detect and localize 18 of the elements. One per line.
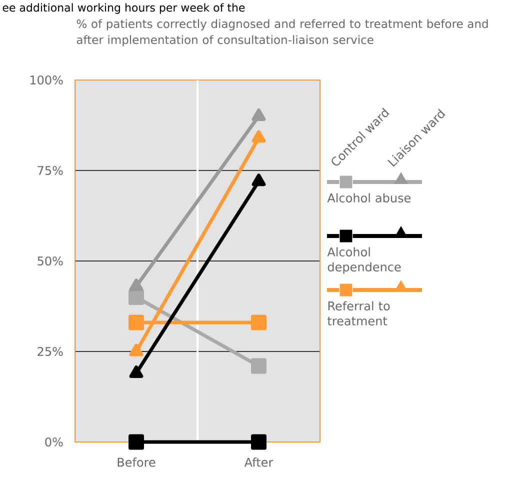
point: [128, 314, 144, 330]
legend-label: Alcohol abuse: [327, 193, 411, 202]
y-tick-label: 25%: [38, 346, 63, 356]
y-tick-label: 75%: [38, 166, 63, 176]
point: [128, 434, 144, 450]
chart-title: % of patients correctly diagnosed and referred to treatment before and after implementation of consultation-liaison service: [76, 19, 488, 46]
point: [251, 358, 266, 374]
x-tick-label: After: [244, 458, 274, 467]
y-tick-label: 0%: [45, 437, 63, 447]
legend-label: Alcohol dependence: [327, 247, 401, 274]
point: [251, 434, 266, 450]
point: [128, 289, 144, 305]
y-tick-label: 50%: [38, 256, 63, 266]
y-tick-label: 100%: [30, 75, 63, 85]
legend-label: Referral to treatment: [328, 301, 390, 326]
text: ee additional working hours per week of the: [2, 3, 245, 14]
x-tick-label: Before: [118, 458, 156, 467]
point: [251, 314, 266, 330]
